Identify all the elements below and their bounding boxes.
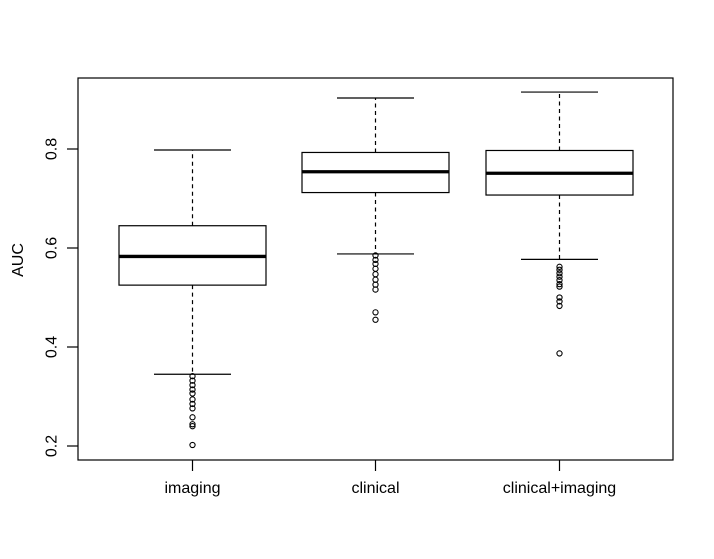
outlier-point [372, 256, 379, 264]
outlier-point [189, 396, 196, 403]
outlier-point [372, 252, 379, 259]
outlier-point [556, 263, 563, 270]
y-axis-title: AUC [10, 243, 27, 277]
outlier-point [189, 390, 196, 397]
outlier-point [372, 316, 379, 323]
x-category-label: clinical [351, 480, 399, 497]
x-category-label: clinical+imaging [503, 480, 616, 497]
outlier-point [372, 271, 379, 278]
outlier-point [189, 405, 196, 412]
outlier-point [189, 414, 196, 421]
outlier-point [556, 270, 563, 277]
y-axis-tick-label: 0.4 [44, 336, 61, 358]
outlier-point [189, 423, 196, 430]
outlier-point [556, 266, 563, 273]
outlier-point [556, 280, 563, 288]
outlier-point [189, 421, 196, 428]
outlier-point [556, 283, 563, 290]
outlier-point [189, 400, 196, 408]
outlier-point [556, 277, 563, 284]
outlier-point [189, 381, 196, 389]
y-axis-tick-label: 0.8 [44, 138, 61, 160]
outlier-point [556, 302, 563, 310]
outlier-point [189, 441, 196, 449]
outlier-point [189, 377, 196, 384]
y-axis-tick-label: 0.2 [44, 435, 61, 457]
outlier-point [189, 373, 196, 380]
outlier-point [556, 273, 563, 280]
outlier-point [372, 309, 379, 316]
outlier-point [189, 386, 196, 393]
boxplot-group-clinical+imaging: clinical+imaging [485, 91, 634, 497]
outlier-point [556, 294, 563, 301]
boxplot-group-clinical: clinical [301, 97, 450, 497]
outlier-point [556, 350, 563, 357]
x-category-label: imaging [164, 480, 220, 497]
y-axis-tick-label: 0.6 [44, 237, 61, 259]
boxplot-group-imaging: imaging [118, 149, 267, 497]
outlier-point [556, 298, 563, 305]
outlier-point [372, 286, 379, 293]
